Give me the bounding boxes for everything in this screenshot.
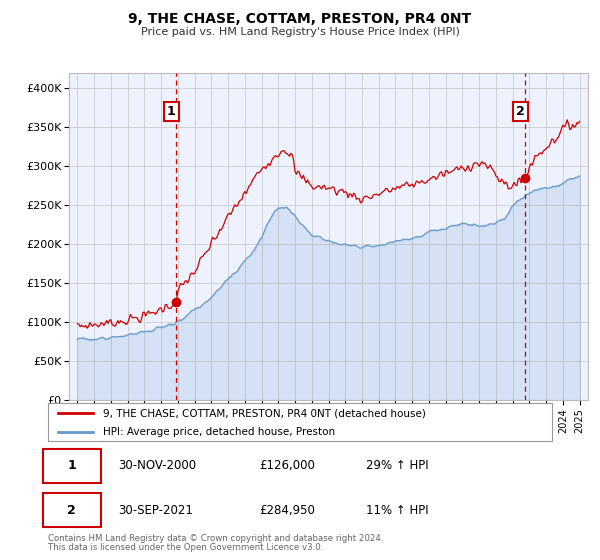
Text: £126,000: £126,000 (260, 459, 316, 473)
Text: Price paid vs. HM Land Registry's House Price Index (HPI): Price paid vs. HM Land Registry's House … (140, 27, 460, 38)
Text: 1: 1 (67, 459, 76, 473)
Text: This data is licensed under the Open Government Licence v3.0.: This data is licensed under the Open Gov… (48, 543, 323, 552)
Text: 9, THE CHASE, COTTAM, PRESTON, PR4 0NT: 9, THE CHASE, COTTAM, PRESTON, PR4 0NT (128, 12, 472, 26)
FancyBboxPatch shape (43, 449, 101, 483)
Text: 11% ↑ HPI: 11% ↑ HPI (365, 503, 428, 517)
Text: 29% ↑ HPI: 29% ↑ HPI (365, 459, 428, 473)
Text: 9, THE CHASE, COTTAM, PRESTON, PR4 0NT (detached house): 9, THE CHASE, COTTAM, PRESTON, PR4 0NT (… (103, 408, 427, 418)
Text: £284,950: £284,950 (260, 503, 316, 517)
Text: 30-SEP-2021: 30-SEP-2021 (119, 503, 193, 517)
FancyBboxPatch shape (43, 493, 101, 528)
Text: HPI: Average price, detached house, Preston: HPI: Average price, detached house, Pres… (103, 427, 335, 437)
Text: 2: 2 (67, 503, 76, 517)
Text: 1: 1 (167, 105, 176, 118)
Text: Contains HM Land Registry data © Crown copyright and database right 2024.: Contains HM Land Registry data © Crown c… (48, 534, 383, 543)
Text: 30-NOV-2000: 30-NOV-2000 (119, 459, 197, 473)
Text: 2: 2 (516, 105, 524, 118)
